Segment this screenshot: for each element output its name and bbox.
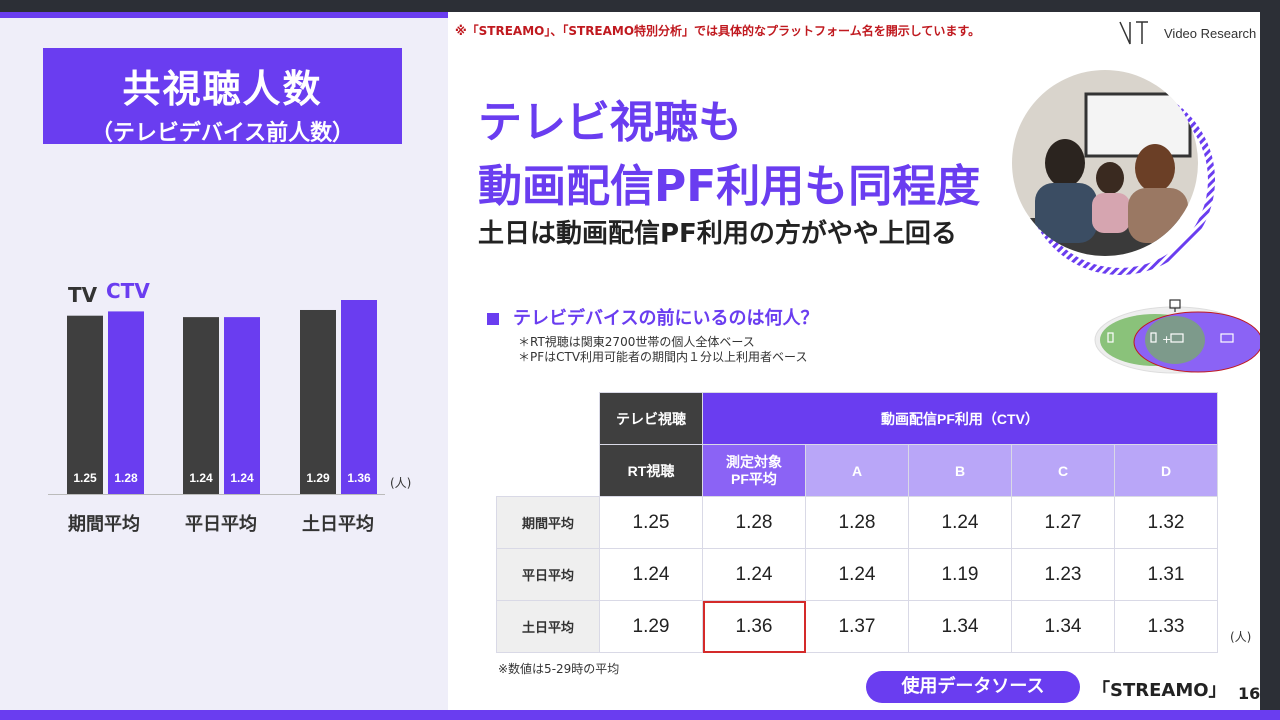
headline-line-2: 動画配信PF利用も同程度 [478, 161, 981, 212]
tv-icon [1220, 333, 1234, 343]
highlighted-table-cell: 1.36 [702, 600, 806, 653]
subheader-pf-average: 測定対象 PF平均 [702, 444, 806, 497]
page-number: 16 [1238, 684, 1261, 703]
table-cell: 1.34 [908, 600, 1012, 653]
subheader-rt: RT視聴 [599, 444, 703, 497]
note-pf-base: ＊PFはCTV利用可能者の期間内１分以上利用者ベース [518, 350, 808, 364]
table-cell: 1.34 [1011, 600, 1115, 653]
table-cell: 1.24 [702, 548, 806, 601]
bar-chart: 1.25 1.28 1.24 1.24 1.29 1.36 [40, 270, 420, 550]
table-row: 平日平均 1.24 1.24 1.24 1.19 1.23 1.31 [496, 548, 1218, 601]
table-unit: (人) [1230, 630, 1252, 644]
subheadline: 土日は動画配信PF利用の方がやや上回る [478, 219, 957, 249]
table-cell: 1.31 [1114, 548, 1218, 601]
right-dark-bar [1260, 0, 1280, 720]
slide-subtitle: （テレビデバイス前人数） [90, 121, 355, 146]
legend-ctv: CTV [106, 279, 150, 303]
bar-tv-2 [183, 317, 219, 494]
header-tv-viewing: テレビ視聴 [599, 392, 703, 445]
footnote: ※数値は5-29時の平均 [498, 662, 620, 676]
family-watching-tv-photo [1010, 68, 1220, 278]
bar-value-label: 1.36 [347, 471, 371, 485]
headline-line-1: テレビ視聴も [478, 97, 742, 148]
logo-mark-icon [1119, 21, 1148, 45]
phone-icon [1107, 332, 1114, 343]
category-label: 平日平均 [185, 514, 257, 535]
header-ctv: 動画配信PF利用（CTV） [702, 392, 1218, 445]
table-cell: 1.27 [1011, 496, 1115, 549]
logo-text: Video Research [1164, 26, 1257, 41]
bar-ctv-1 [108, 311, 144, 494]
tv-icon [1170, 333, 1184, 343]
table-row: 土日平均 1.29 1.36 1.37 1.34 1.34 1.33 [496, 600, 1218, 653]
disclosure-notice: ※「STREAMO」、「STREAMO特別分析」では具体的なプラットフォーム名を… [455, 24, 981, 38]
table-cell: 1.28 [805, 496, 909, 549]
data-source-label: 使用データソース [866, 671, 1080, 703]
table-cell: 1.33 [1114, 600, 1218, 653]
table-row: 期間平均 1.25 1.28 1.28 1.24 1.27 1.32 [496, 496, 1218, 549]
table-cell: 1.23 [1011, 548, 1115, 601]
table-cell: 1.19 [908, 548, 1012, 601]
row-label: 期間平均 [496, 496, 600, 549]
company-logo: Video Research [1118, 20, 1263, 46]
bar-ctv-2 [224, 317, 260, 494]
question-text: テレビデバイスの前にいるのは何人？ [513, 308, 819, 329]
bar-chart-svg: 1.25 1.28 1.24 1.24 1.29 1.36 [48, 300, 385, 495]
venn-plus-label: + [1162, 333, 1171, 346]
table-cell: 1.37 [805, 600, 909, 653]
venn-diagram: + [1090, 296, 1263, 376]
bar-value-label: 1.24 [189, 471, 213, 485]
subheader-platform-d: D [1114, 444, 1218, 497]
subheader-platform-b: B [908, 444, 1012, 497]
bar-value-label: 1.29 [306, 471, 330, 485]
bar-value-label: 1.28 [114, 471, 138, 485]
subheader-platform-a: A [805, 444, 909, 497]
category-label: 土日平均 [302, 514, 374, 535]
table-cell: 1.25 [599, 496, 703, 549]
data-source-name: 「STREAMO」 [1092, 680, 1227, 701]
bottom-accent-bar [0, 710, 1280, 720]
table-cell: 1.24 [908, 496, 1012, 549]
table-cell: 1.32 [1114, 496, 1218, 549]
category-label: 期間平均 [68, 514, 140, 535]
bar-tv-1 [67, 315, 103, 494]
slide-title: 共視聴人数 [122, 67, 323, 111]
bar-tv-3 [300, 309, 336, 494]
table-cell: 1.24 [599, 548, 703, 601]
slide-title-box: 共視聴人数 （テレビデバイス前人数） [43, 48, 402, 146]
bar-value-label: 1.24 [230, 471, 254, 485]
co-viewing-table: テレビ視聴 動画配信PF利用（CTV） RT視聴 測定対象 PF平均 A B C… [496, 392, 1218, 653]
subheader-platform-c: C [1011, 444, 1115, 497]
bar-ctv-3 [341, 300, 377, 494]
question-heading: テレビデバイスの前にいるのは何人？ [487, 304, 818, 330]
top-dark-bar [0, 0, 1280, 12]
table-cell: 1.28 [702, 496, 806, 549]
chart-unit: (人) [390, 476, 412, 490]
table-cell: 1.24 [805, 548, 909, 601]
left-accent-stripe [0, 12, 448, 18]
square-bullet-icon [487, 313, 499, 325]
table-corner [497, 393, 600, 497]
table-cell: 1.29 [599, 600, 703, 653]
row-label: 平日平均 [496, 548, 600, 601]
note-rt-base: ＊RT視聴は関東2700世帯の個人全体ベース [518, 335, 755, 349]
phone-icon [1150, 332, 1157, 343]
legend-tv: TV [68, 283, 98, 307]
bar-value-label: 1.25 [73, 471, 97, 485]
row-label: 土日平均 [496, 600, 600, 653]
